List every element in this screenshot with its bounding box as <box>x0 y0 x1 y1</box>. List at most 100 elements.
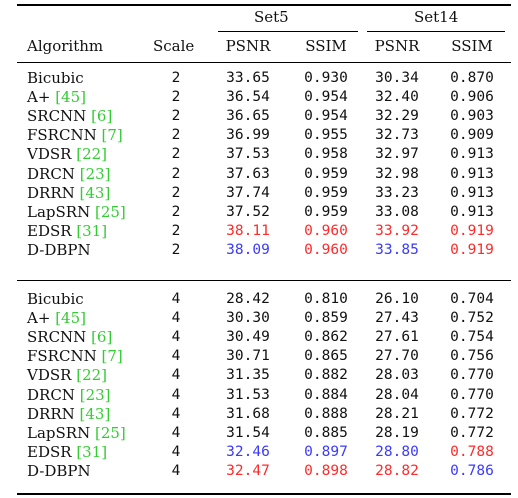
set5-ssim-cell: 0.954 <box>304 108 348 125</box>
algorithm-name: A+ <box>27 309 51 328</box>
set14-psnr-cell: 28.21 <box>375 405 419 422</box>
algorithm-cell: A+ [45] <box>27 89 86 106</box>
set5-psnr-cell: 33.65 <box>226 70 270 86</box>
scale-cell: 2 <box>171 89 181 106</box>
set14-ssim-cell: 0.919 <box>450 241 494 258</box>
citation-link[interactable]: [7] <box>101 126 123 145</box>
set5-cmidrule <box>218 31 358 32</box>
set14-psnr-cell: 27.61 <box>375 329 419 346</box>
algorithm-name: D-DBPN <box>27 240 91 259</box>
citation-link[interactable]: [45] <box>55 88 86 107</box>
algorithm-cell: FSRCNN [7] <box>27 127 123 144</box>
set14-ssim-cell: 0.772 <box>450 424 494 441</box>
citation-link[interactable]: [25] <box>94 202 126 221</box>
set5-psnr-cell: 37.52 <box>226 203 270 220</box>
citation-link[interactable]: [31] <box>76 442 108 461</box>
algorithm-cell: LapSRN [25] <box>27 202 126 221</box>
scale-cell: 2 <box>171 165 181 182</box>
set14-ssim-cell: 0.919 <box>450 222 494 239</box>
bottom-rule <box>17 493 511 495</box>
set14-ssim-cell: 0.772 <box>450 405 494 422</box>
set5-ssim-cell: 0.959 <box>304 184 348 201</box>
algorithm-name: D-DBPN <box>27 461 91 480</box>
set14-psnr-header: PSNR <box>374 37 420 55</box>
set5-psnr-cell: 38.11 <box>226 222 270 239</box>
set5-psnr-cell: 30.30 <box>226 310 270 327</box>
set5-ssim-cell: 0.884 <box>304 386 348 403</box>
set14-ssim-cell: 0.903 <box>450 108 494 125</box>
set5-psnr-cell: 37.74 <box>226 184 270 201</box>
algorithm-cell: VDSR [22] <box>27 367 107 384</box>
set14-ssim-cell: 0.788 <box>450 443 494 460</box>
citation-link[interactable]: [22] <box>76 366 108 385</box>
citation-link[interactable]: [45] <box>55 309 86 328</box>
algorithm-name: FSRCNN <box>27 126 97 145</box>
set14-psnr-cell: 28.19 <box>375 424 419 441</box>
top-rule <box>17 4 511 6</box>
set5-psnr-cell: 28.42 <box>226 291 270 307</box>
algorithm-name: SRCNN <box>27 107 87 126</box>
set14-ssim-cell: 0.913 <box>450 165 494 182</box>
citation-link[interactable]: [23] <box>79 385 111 404</box>
scale-cell: 4 <box>171 462 181 479</box>
set5-psnr-cell: 31.53 <box>226 386 270 403</box>
set14-ssim-cell: 0.704 <box>450 291 494 307</box>
set5-ssim-cell: 0.954 <box>304 89 348 106</box>
scale-cell: 4 <box>171 348 181 365</box>
citation-link[interactable]: [7] <box>101 347 123 366</box>
set14-psnr-cell: 28.03 <box>375 367 419 384</box>
set14-psnr-cell: 27.70 <box>375 348 419 365</box>
algorithm-header: Algorithm <box>27 37 104 55</box>
algorithm-name: LapSRN <box>27 202 91 221</box>
algorithm-name: A+ <box>27 88 51 107</box>
set5-ssim-cell: 0.882 <box>304 367 348 384</box>
set5-ssim-cell: 0.960 <box>304 241 348 258</box>
scale-cell: 2 <box>171 127 181 144</box>
set14-psnr-cell: 28.04 <box>375 386 419 403</box>
set5-psnr-cell: 36.54 <box>226 89 270 106</box>
set5-ssim-cell: 0.898 <box>304 462 348 479</box>
scale-cell: 2 <box>171 108 181 125</box>
citation-link[interactable]: [6] <box>91 328 113 347</box>
set14-ssim-cell: 0.770 <box>450 367 494 384</box>
set14-ssim-cell: 0.770 <box>450 386 494 403</box>
set14-psnr-cell: 32.97 <box>375 146 419 163</box>
set14-psnr-cell: 33.85 <box>375 241 419 258</box>
set5-ssim-cell: 0.810 <box>304 291 348 307</box>
citation-link[interactable]: [43] <box>79 183 111 202</box>
scale-cell: 4 <box>171 310 181 327</box>
set14-psnr-cell: 32.29 <box>375 108 419 125</box>
citation-link[interactable]: [43] <box>79 404 111 423</box>
citation-link[interactable]: [25] <box>94 423 126 442</box>
citation-link[interactable]: [6] <box>91 107 113 126</box>
set5-ssim-cell: 0.885 <box>304 424 348 441</box>
algorithm-cell: EDSR [31] <box>27 221 108 240</box>
algorithm-cell: A+ [45] <box>27 310 86 327</box>
scale-cell: 2 <box>171 203 181 220</box>
set5-header: Set5 <box>254 8 289 26</box>
scale-cell: 2 <box>171 222 181 239</box>
algorithm-cell: SRCNN [6] <box>27 329 112 346</box>
citation-link[interactable]: [22] <box>76 145 108 164</box>
set5-ssim-cell: 0.959 <box>304 165 348 182</box>
set14-psnr-cell: 28.80 <box>375 443 419 460</box>
algorithm-cell: DRCN [23] <box>27 164 111 183</box>
set5-ssim-cell: 0.955 <box>304 127 348 144</box>
set5-ssim-cell: 0.930 <box>304 70 348 86</box>
set14-cmidrule <box>367 31 505 32</box>
set14-ssim-cell: 0.913 <box>450 203 494 220</box>
set14-ssim-cell: 0.913 <box>450 146 494 163</box>
algorithm-name: Bicubic <box>27 69 84 87</box>
algorithm-name: Bicubic <box>27 290 84 308</box>
set14-ssim-cell: 0.754 <box>450 329 494 346</box>
algorithm-name: DRCN <box>27 385 75 404</box>
algorithm-name: VDSR <box>27 366 72 385</box>
set14-ssim-cell: 0.756 <box>450 348 494 365</box>
algorithm-name: VDSR <box>27 145 72 164</box>
algorithm-name: EDSR <box>27 442 72 461</box>
citation-link[interactable]: [31] <box>76 221 108 240</box>
set5-ssim-cell: 0.865 <box>304 348 348 365</box>
citation-link[interactable]: [23] <box>79 164 111 183</box>
set14-ssim-cell: 0.870 <box>450 70 494 86</box>
